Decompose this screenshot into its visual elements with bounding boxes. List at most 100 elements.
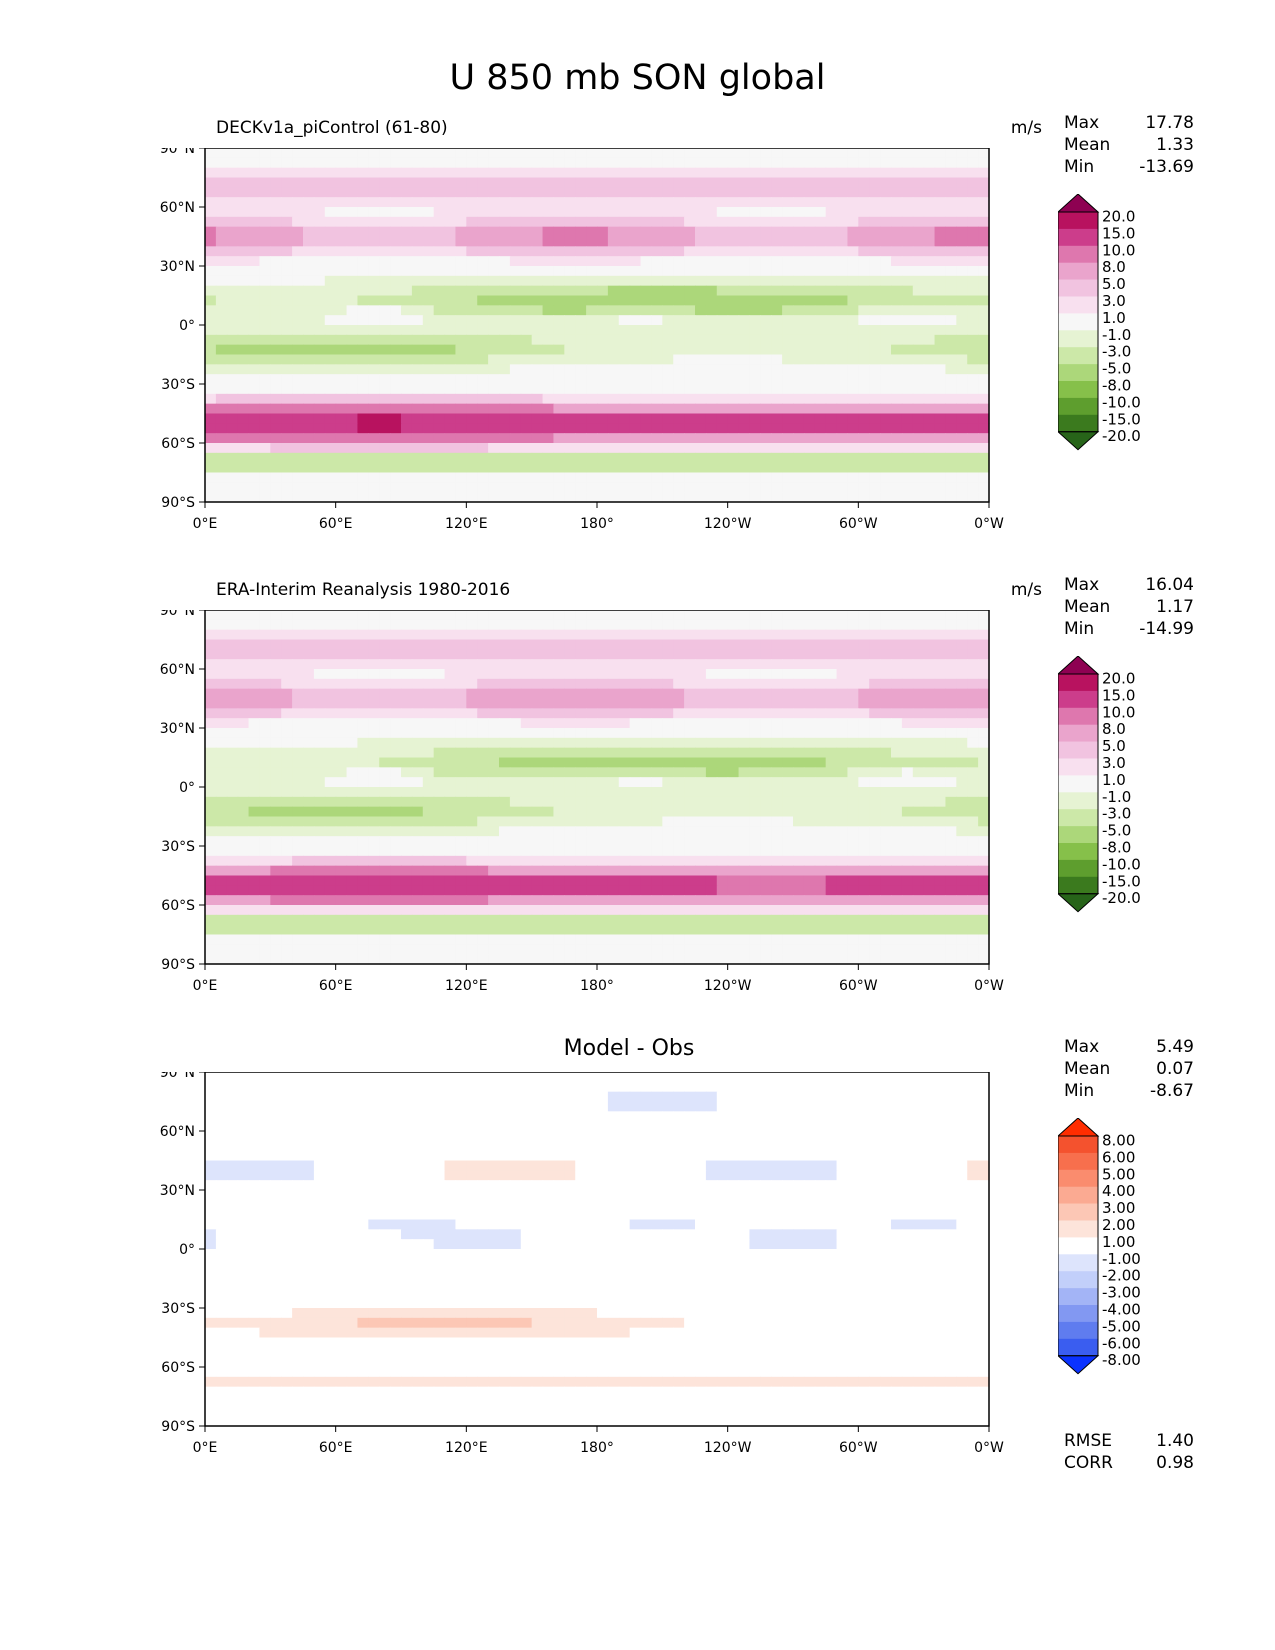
field-cell: [705, 659, 718, 670]
field-cell: [825, 275, 838, 287]
field-cell: [564, 472, 576, 483]
field-cell: [509, 216, 522, 228]
colorbar-tick-label: 5.0: [1102, 275, 1126, 293]
field-cell: [967, 492, 979, 503]
field-cell: [934, 492, 947, 503]
field-cell: [945, 836, 957, 847]
field-cell: [618, 806, 631, 818]
field-cell: [553, 836, 565, 847]
field-cell: [629, 462, 642, 474]
field-cell: [760, 865, 772, 877]
field-cell: [368, 659, 380, 670]
field-cell: [978, 236, 990, 247]
field-cell: [477, 187, 489, 198]
field-cell: [749, 669, 761, 680]
field-cell: [215, 443, 228, 454]
field-cell: [912, 649, 925, 660]
field-cell: [303, 796, 315, 808]
field-cell: [782, 443, 794, 454]
field-cell: [945, 305, 957, 316]
field-cell: [509, 315, 522, 326]
field-cell: [564, 895, 576, 906]
field-cell: [651, 216, 663, 228]
field-cell: [575, 275, 587, 287]
field-cell: [749, 482, 761, 493]
field-cell: [814, 708, 827, 719]
field-cell: [542, 443, 555, 454]
field-cell: [564, 659, 576, 670]
field-cell: [684, 698, 696, 709]
field-cell: [226, 492, 239, 503]
field-cell: [303, 659, 315, 670]
field-cell: [324, 433, 337, 444]
field-cell: [433, 452, 446, 464]
field-cell: [880, 796, 892, 808]
field-cell: [531, 619, 544, 631]
field-cell: [433, 443, 446, 454]
field-cell: [455, 403, 467, 415]
field-cell: [455, 433, 467, 444]
field-cell: [912, 344, 925, 356]
field-cell: [967, 315, 979, 326]
field-cell: [923, 905, 936, 916]
field-cell: [270, 777, 282, 788]
field-cell: [335, 374, 348, 385]
field-cell: [455, 226, 467, 238]
field-cell: [499, 718, 511, 729]
field-cell: [499, 767, 511, 778]
field-cell: [814, 384, 827, 395]
field-cell: [564, 246, 576, 257]
field-cell: [433, 384, 446, 395]
field-cell: [335, 728, 348, 739]
field-cell: [749, 393, 761, 405]
field-cell: [956, 413, 968, 424]
field-cell: [324, 826, 337, 837]
field-cell: [520, 177, 533, 188]
field-cell: [401, 885, 413, 896]
field-cell: [880, 393, 892, 405]
field-cell: [629, 747, 642, 759]
field-cell: [205, 482, 217, 493]
field-cell: [956, 649, 968, 660]
field-cell: [771, 443, 783, 454]
field-cell: [629, 443, 642, 454]
field-cell: [324, 639, 337, 650]
field-cell: [727, 305, 740, 316]
field-cell: [662, 305, 674, 316]
field-cell: [727, 177, 740, 188]
field-cell: [499, 364, 511, 375]
field-cell: [891, 167, 903, 179]
field-cell: [390, 708, 402, 719]
field-cell: [226, 177, 239, 188]
field-cell: [912, 914, 925, 926]
field-cell: [215, 216, 228, 228]
field-cell: [368, 256, 380, 267]
field-cell: [662, 157, 674, 169]
field-cell: [313, 148, 326, 159]
field-cell: [313, 472, 326, 483]
field-cell: [803, 836, 816, 847]
field-cell: [847, 148, 859, 159]
field-cell: [411, 492, 424, 503]
field-cell: [978, 315, 990, 326]
field-cell: [368, 492, 380, 503]
field-cell: [509, 718, 522, 729]
field-cell: [509, 197, 522, 208]
field-cell: [727, 236, 740, 247]
field-cell: [259, 246, 271, 257]
field-cell: [760, 806, 772, 818]
field-cell: [313, 639, 326, 650]
field-cell: [934, 325, 947, 336]
field-cell: [695, 806, 707, 818]
field-cell: [215, 226, 228, 238]
field-cell: [215, 777, 228, 788]
field-cell: [771, 836, 783, 847]
field-cell: [564, 462, 576, 474]
field-cell: [825, 452, 838, 464]
field-cell: [923, 796, 936, 808]
field-cell: [422, 914, 435, 926]
field-cell: [836, 216, 849, 228]
field-cell: [259, 226, 271, 238]
field-cell: [259, 433, 271, 444]
field-cell: [673, 737, 685, 749]
